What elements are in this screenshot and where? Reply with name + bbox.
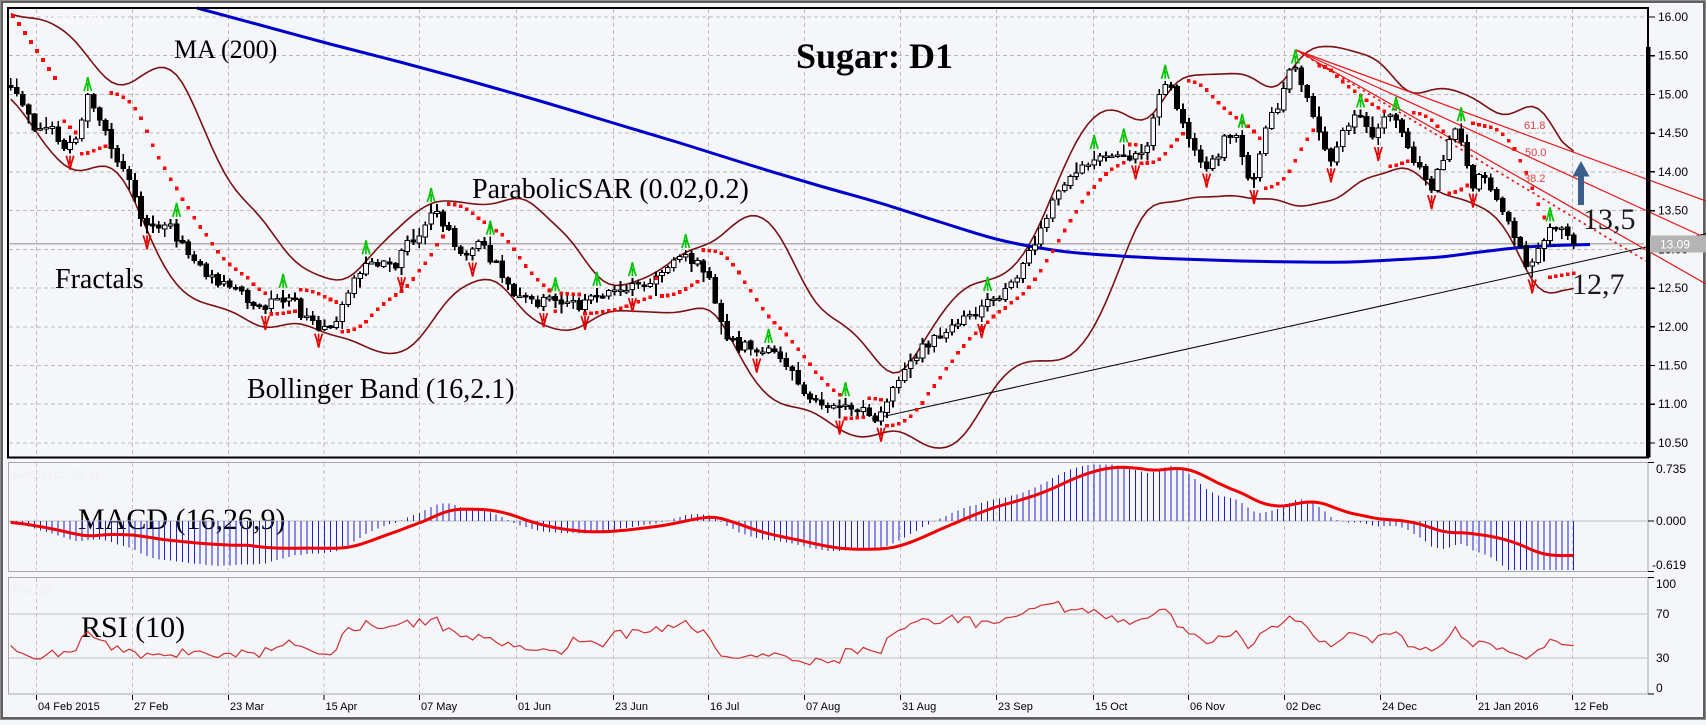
svg-text:15.00: 15.00 [1658, 88, 1688, 102]
svg-text:0: 0 [1656, 681, 1663, 695]
svg-text:02 Dec: 02 Dec [1286, 701, 1321, 713]
svg-text:MACD (16,26,9): MACD (16,26,9) [78, 503, 286, 536]
svg-text:11.50: 11.50 [1658, 359, 1687, 373]
svg-text:RSI (10): RSI (10) [13, 585, 54, 597]
svg-text:23 Jun: 23 Jun [615, 701, 648, 713]
svg-text:15.50: 15.50 [1658, 49, 1688, 63]
svg-text:04 Feb 2015: 04 Feb 2015 [38, 701, 100, 713]
svg-text:13.50: 13.50 [1658, 204, 1688, 218]
svg-text:MACD (12, 26, 9): MACD (12, 26, 9) [13, 469, 99, 481]
svg-text:14.50: 14.50 [1658, 126, 1688, 140]
svg-text:Fractals: Fractals [55, 264, 144, 295]
svg-text:16 Jul: 16 Jul [710, 701, 739, 713]
svg-text:70: 70 [1656, 607, 1670, 621]
svg-text:12,7: 12,7 [1572, 268, 1625, 301]
svg-text:07 Aug: 07 Aug [806, 701, 840, 713]
svg-text:13.09: 13.09 [1660, 238, 1690, 252]
svg-text:14.00: 14.00 [1658, 165, 1688, 179]
svg-text:31 Aug: 31 Aug [902, 701, 936, 713]
svg-text:24 Dec: 24 Dec [1382, 701, 1417, 713]
svg-text:0.000: 0.000 [1656, 514, 1686, 528]
svg-text:30: 30 [1656, 651, 1670, 665]
svg-text:Bollinger Band (16,2.1): Bollinger Band (16,2.1) [247, 374, 515, 405]
svg-text:01 Jun: 01 Jun [518, 701, 551, 713]
svg-text:21 Jan 2016: 21 Jan 2016 [1478, 701, 1539, 713]
svg-text:15 Apr: 15 Apr [326, 701, 358, 713]
svg-text:61.8: 61.8 [1524, 120, 1545, 132]
svg-text:16.00: 16.00 [1658, 10, 1688, 24]
svg-text:0.735: 0.735 [1656, 462, 1686, 476]
svg-text:23 Mar: 23 Mar [230, 701, 265, 713]
svg-text:23 Sep: 23 Sep [998, 701, 1033, 713]
svg-text:RSI (10): RSI (10) [81, 611, 185, 644]
svg-text:Sugar: D1: Sugar: D1 [796, 36, 953, 76]
svg-text:10.50: 10.50 [1658, 436, 1688, 450]
svg-text:27 Feb: 27 Feb [134, 701, 168, 713]
svg-text:07 May: 07 May [421, 701, 458, 713]
svg-text:MA (200): MA (200) [174, 35, 277, 64]
svg-text:12.00: 12.00 [1658, 320, 1688, 334]
svg-text:15 Oct: 15 Oct [1095, 701, 1127, 713]
svg-text:06 Nov: 06 Nov [1190, 701, 1225, 713]
svg-text:-0.619: -0.619 [1652, 558, 1686, 572]
svg-text:50.0: 50.0 [1525, 147, 1546, 159]
svg-text:ParabolicSAR (0.02,0.2): ParabolicSAR (0.02,0.2) [472, 174, 749, 205]
svg-text:#C-SUGAR, D1: #C-SUGAR, D1 [13, 12, 104, 27]
svg-text:11.00: 11.00 [1658, 397, 1687, 411]
svg-text:12.50: 12.50 [1658, 281, 1688, 295]
svg-text:12 Feb: 12 Feb [1574, 701, 1608, 713]
svg-text:100: 100 [1656, 577, 1676, 591]
svg-text:13,5: 13,5 [1583, 203, 1636, 236]
svg-text:38.2: 38.2 [1524, 173, 1545, 185]
